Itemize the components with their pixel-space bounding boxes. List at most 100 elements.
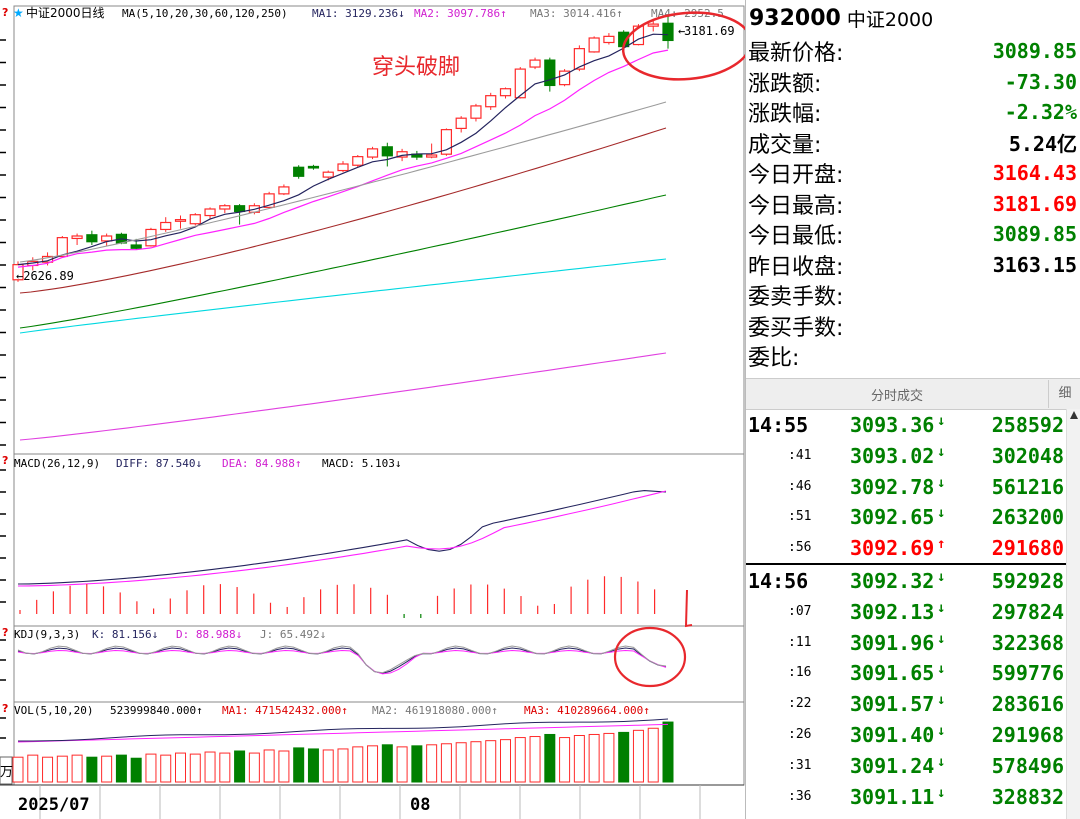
tick-row: :46 3092.78 ↓ 561216 bbox=[746, 471, 1066, 502]
volume-bar bbox=[204, 751, 216, 783]
tick-volume: 561216 bbox=[991, 474, 1064, 499]
candle-body bbox=[588, 37, 600, 53]
tick-arrow-icon: ↓ bbox=[937, 413, 946, 429]
annotation-circle bbox=[613, 626, 687, 688]
tick-arrow-icon: ↓ bbox=[937, 784, 946, 801]
dea-line bbox=[17, 490, 667, 587]
tick-volume: 283616 bbox=[991, 692, 1064, 717]
volume-bar bbox=[42, 756, 54, 783]
volume-bar bbox=[485, 740, 497, 783]
volume-bar bbox=[71, 754, 83, 783]
tick-price: 3091.11 bbox=[850, 784, 935, 809]
volume-bar bbox=[470, 741, 482, 783]
quote-rows: 最新价格: 3089.85 涨跌额: -73.30 涨跌幅: -2.32% 成交量: 5.24… bbox=[746, 36, 1080, 372]
volume-bar bbox=[588, 733, 600, 783]
tick-time: :56 bbox=[788, 540, 812, 556]
candle-body bbox=[293, 166, 305, 177]
tick-price: 3092.32 bbox=[850, 568, 935, 593]
tick-price: 3091.40 bbox=[850, 722, 935, 747]
candle-body bbox=[662, 22, 674, 42]
volume-bar bbox=[145, 753, 157, 783]
volume-bar bbox=[219, 752, 231, 783]
candle-body bbox=[56, 237, 68, 258]
quote-header: 932000 中证2000 bbox=[746, 0, 1080, 36]
tick-volume: 297824 bbox=[991, 599, 1064, 624]
candle-body bbox=[307, 165, 320, 169]
tick-price: 3091.57 bbox=[850, 692, 935, 717]
volume-bar bbox=[529, 736, 541, 783]
tick-arrow-icon: ↓ bbox=[937, 505, 946, 522]
tab-detail[interactable]: 细 bbox=[1048, 380, 1080, 408]
ma5-line bbox=[19, 194, 667, 329]
quote-row-label: 涨跌幅: bbox=[748, 102, 822, 128]
kline-chart[interactable]: ???? ★ 中证2000日线 MA(5,10,20,30,60,120,250) MA… bbox=[0, 0, 745, 819]
volume-bar bbox=[12, 756, 24, 783]
volume-bar bbox=[101, 755, 113, 783]
low-price-label: ←2626.89 bbox=[16, 269, 74, 283]
vol-params: VOL(5,10,20) bbox=[14, 704, 93, 717]
candle-body bbox=[12, 264, 24, 281]
volume-bar bbox=[632, 729, 644, 783]
tick-row: :07 3092.13 ↓ 297824 bbox=[746, 596, 1066, 627]
tick-arrow-icon: ↓ bbox=[937, 443, 946, 460]
tick-scrollbar[interactable] bbox=[1066, 409, 1080, 819]
volume-bar bbox=[396, 746, 408, 783]
vol-ma1: MA1: 471542432.000↑ bbox=[222, 704, 348, 717]
volume-bar bbox=[160, 754, 172, 783]
tab-tick-trades[interactable]: 分时成交 bbox=[870, 388, 923, 404]
quote-row-label: 今日最高: bbox=[748, 193, 844, 219]
kdj-k: K: 81.156↓ bbox=[92, 628, 158, 641]
quote-row: 委卖手数: bbox=[746, 280, 1080, 311]
scroll-up-icon[interactable] bbox=[1070, 411, 1078, 419]
quote-row-label: 今日开盘: bbox=[748, 163, 844, 189]
macd-dea: DEA: 84.988↑ bbox=[222, 457, 301, 470]
tick-arrow-icon: ↓ bbox=[937, 599, 946, 616]
tick-volume: 328832 bbox=[991, 784, 1064, 809]
volume-bar bbox=[544, 733, 556, 783]
tick-row: :41 3093.02 ↓ 302048 bbox=[746, 440, 1066, 471]
volume-bar bbox=[234, 750, 246, 783]
tick-row: 14:55 3093.36 ↓ 258592 bbox=[746, 409, 1066, 440]
quote-row-label: 委比: bbox=[748, 346, 800, 372]
ma3-line bbox=[19, 101, 667, 263]
volume-bar bbox=[603, 732, 615, 783]
tick-row: :26 3091.40 ↓ 291968 bbox=[746, 719, 1066, 750]
candle-body bbox=[219, 205, 231, 210]
tick-arrow-icon: ↓ bbox=[937, 753, 946, 770]
tick-time: :26 bbox=[788, 726, 812, 742]
kdj-j: J: 65.492↓ bbox=[260, 628, 326, 641]
volume-bar bbox=[278, 750, 290, 783]
quote-row: 最新价格: 3089.85 bbox=[746, 36, 1080, 67]
tick-time: :22 bbox=[788, 696, 812, 712]
tick-time: :51 bbox=[788, 509, 812, 525]
tick-price: 3092.69 bbox=[850, 536, 935, 561]
tick-time: 14:55 bbox=[748, 413, 809, 437]
volume-bar bbox=[322, 749, 334, 783]
kdj-d: D: 88.988↓ bbox=[176, 628, 242, 641]
quote-row-value: 3181.69 bbox=[992, 191, 1077, 216]
quote-row-label: 今日最低: bbox=[748, 224, 844, 250]
volume-bar bbox=[514, 737, 526, 783]
tick-row: :51 3092.65 ↓ 263200 bbox=[746, 501, 1066, 532]
unit-box bbox=[0, 756, 13, 785]
quote-row-label: 昨日收盘: bbox=[748, 254, 844, 280]
volume-bar bbox=[248, 752, 260, 783]
candle-body bbox=[101, 235, 113, 242]
tick-row: :16 3091.65 ↓ 599776 bbox=[746, 657, 1066, 688]
quote-row-value: 3163.15 bbox=[992, 252, 1077, 277]
tick-price: 3092.13 bbox=[850, 599, 935, 624]
tick-arrow-icon: ↓ bbox=[937, 722, 946, 739]
x-label-month: 08 bbox=[410, 795, 430, 815]
candle-body bbox=[573, 48, 585, 70]
candle-body bbox=[647, 23, 659, 27]
volume-bar bbox=[307, 748, 319, 783]
candle-body bbox=[160, 221, 172, 231]
tick-price: 3091.96 bbox=[850, 630, 935, 655]
tick-time: :36 bbox=[788, 788, 812, 804]
tick-row: :36 3091.11 ↓ 328832 bbox=[746, 781, 1066, 812]
volume-bar bbox=[293, 747, 305, 783]
volume-bar bbox=[27, 754, 39, 783]
candle-body bbox=[130, 244, 142, 249]
tick-time: :41 bbox=[788, 447, 812, 463]
candle-body bbox=[544, 59, 556, 87]
